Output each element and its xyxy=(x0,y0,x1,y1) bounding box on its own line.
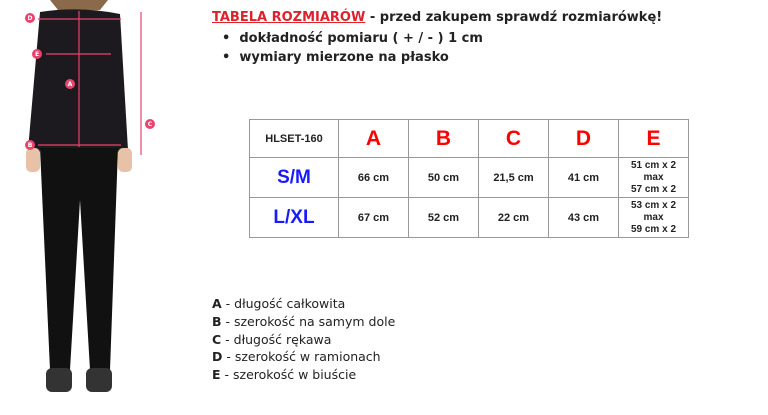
table-cell: 50 cm xyxy=(408,157,479,198)
table-cell: 52 cm xyxy=(408,197,479,238)
column-header: A xyxy=(338,119,409,158)
column-header: B xyxy=(408,119,479,158)
size-table: HLSET-160 A B C D E S/M 66 cm 50 cm 21,5… xyxy=(249,119,689,238)
svg-text:A: A xyxy=(68,81,73,88)
column-header: C xyxy=(478,119,549,158)
header-title: TABELA ROZMIARÓW xyxy=(212,10,366,25)
table-header-row: HLSET-160 A B C D E xyxy=(249,119,689,158)
column-header: E xyxy=(618,119,689,158)
table-cell: 66 cm xyxy=(338,157,409,198)
bullet-item: • dokładność pomiaru ( + / - ) 1 cm xyxy=(222,31,483,46)
table-cell: 43 cm xyxy=(548,197,619,238)
svg-text:C: C xyxy=(148,121,153,128)
legend-item: D - szerokość w ramionach xyxy=(212,349,381,364)
header: TABELA ROZMIARÓW - przed zakupem sprawdź… xyxy=(212,10,662,25)
legend-item: A - długość całkowita xyxy=(212,296,346,311)
svg-text:E: E xyxy=(35,51,39,58)
table-cell: 67 cm xyxy=(338,197,409,238)
bullet-text: wymiary mierzone na płasko xyxy=(239,50,449,65)
bullet-item: • wymiary mierzone na płasko xyxy=(222,50,449,65)
svg-text:B: B xyxy=(28,142,33,149)
svg-text:D: D xyxy=(28,15,33,22)
table-row: L/XL 67 cm 52 cm 22 cm 43 cm 53 cm x 2 ma… xyxy=(249,197,689,238)
legend-item: C - długość rękawa xyxy=(212,332,332,347)
size-label: L/XL xyxy=(249,197,339,238)
table-cell: 22 cm xyxy=(478,197,549,238)
size-label: S/M xyxy=(249,157,339,198)
legend-item: B - szerokość na samym dole xyxy=(212,314,396,329)
column-header: D xyxy=(548,119,619,158)
model-code: HLSET-160 xyxy=(249,119,339,158)
table-cell: 21,5 cm xyxy=(478,157,549,198)
header-text: - przed zakupem sprawdź rozmiarówkę! xyxy=(365,10,663,25)
bullet-text: dokładność pomiaru ( + / - ) 1 cm xyxy=(239,31,483,46)
model-photo: A B C D E xyxy=(25,0,155,392)
table-cell: 51 cm x 2 max 57 cm x 2 xyxy=(618,157,689,198)
legend-item: E - szerokość w biuście xyxy=(212,367,357,382)
table-cell: 53 cm x 2 max 59 cm x 2 xyxy=(618,197,689,238)
table-cell: 41 cm xyxy=(548,157,619,198)
